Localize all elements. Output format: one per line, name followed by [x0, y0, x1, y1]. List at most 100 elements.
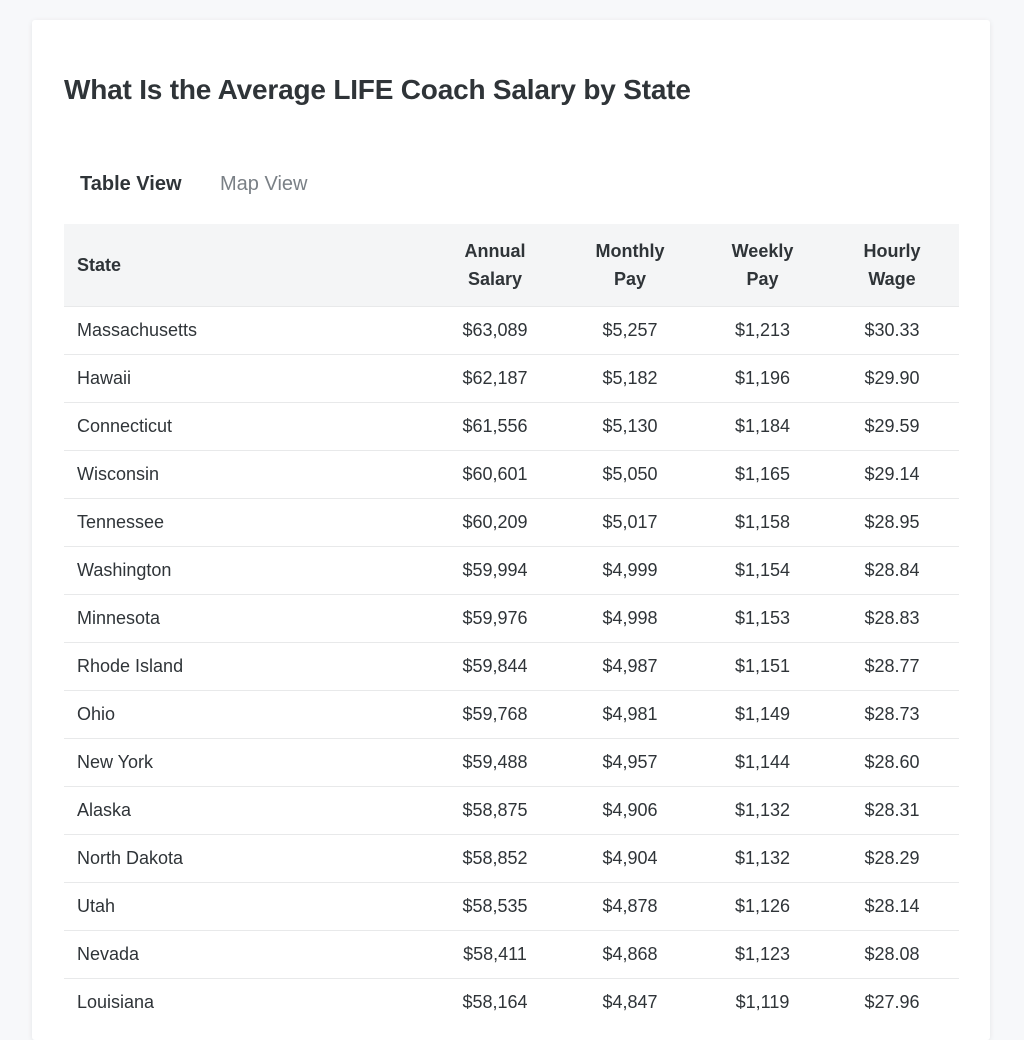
table-header-row: State Annual Salary Monthly Pay Weekly Pay Hour… [64, 224, 959, 307]
cell-weekly-pay: $1,144 [700, 738, 825, 787]
table-row: Utah $58,535 $4,878 $1,126 $28.14 [64, 882, 959, 931]
cell-monthly-pay: $4,847 [560, 978, 700, 1026]
table-row: Connecticut $61,556 $5,130 $1,184 $29.59 [64, 402, 959, 451]
column-header-text: Annual [464, 241, 526, 261]
table-row: Massachusetts $63,089 $5,257 $1,213 $30.33 [64, 306, 959, 355]
cell-hourly-wage: $28.14 [825, 882, 959, 931]
table-row: Nevada $58,411 $4,868 $1,123 $28.08 [64, 930, 959, 979]
cell-monthly-pay: $4,904 [560, 834, 700, 883]
cell-state: New York [64, 738, 430, 787]
column-header-text: Monthly [595, 241, 665, 261]
cell-weekly-pay: $1,119 [700, 978, 825, 1026]
cell-annual-salary: $58,411 [430, 930, 560, 979]
cell-state: Alaska [64, 786, 430, 835]
cell-annual-salary: $60,601 [430, 450, 560, 499]
cell-state: Utah [64, 882, 430, 931]
cell-state: Wisconsin [64, 450, 430, 499]
column-header-text: Salary [467, 269, 523, 289]
cell-monthly-pay: $5,130 [560, 402, 700, 451]
cell-state: Rhode Island [64, 642, 430, 691]
table-row: Rhode Island $59,844 $4,987 $1,151 $28.77 [64, 642, 959, 691]
cell-annual-salary: $59,844 [430, 642, 560, 691]
cell-annual-salary: $58,535 [430, 882, 560, 931]
cell-monthly-pay: $4,981 [560, 690, 700, 739]
cell-monthly-pay: $4,999 [560, 546, 700, 595]
cell-annual-salary: $59,768 [430, 690, 560, 739]
cell-state: Ohio [64, 690, 430, 739]
table-row: Louisiana $58,164 $4,847 $1,119 $27.96 [64, 978, 959, 1026]
cell-hourly-wage: $28.73 [825, 690, 959, 739]
cell-monthly-pay: $5,182 [560, 354, 700, 403]
cell-annual-salary: $58,164 [430, 978, 560, 1026]
salary-table: State Annual Salary Monthly Pay Weekly Pay Hour… [64, 224, 959, 1026]
cell-monthly-pay: $4,998 [560, 594, 700, 643]
column-header-state: State [64, 224, 430, 307]
table-row: Ohio $59,768 $4,981 $1,149 $28.73 [64, 690, 959, 739]
column-header-weekly-pay: Weekly Pay [700, 224, 825, 307]
cell-annual-salary: $59,994 [430, 546, 560, 595]
cell-state: Massachusetts [64, 306, 430, 355]
cell-state: Connecticut [64, 402, 430, 451]
cell-annual-salary: $59,976 [430, 594, 560, 643]
cell-state: Tennessee [64, 498, 430, 547]
cell-state: Hawaii [64, 354, 430, 403]
column-header-text: Hourly [863, 241, 921, 261]
cell-state: Washington [64, 546, 430, 595]
cell-weekly-pay: $1,196 [700, 354, 825, 403]
column-header-text: Wage [868, 269, 916, 289]
table-row: Wisconsin $60,601 $5,050 $1,165 $29.14 [64, 450, 959, 499]
table-row: Washington $59,994 $4,999 $1,154 $28.84 [64, 546, 959, 595]
cell-weekly-pay: $1,149 [700, 690, 825, 739]
cell-weekly-pay: $1,184 [700, 402, 825, 451]
cell-monthly-pay: $4,868 [560, 930, 700, 979]
cell-hourly-wage: $29.90 [825, 354, 959, 403]
view-tabs: Table View Map View [64, 160, 958, 232]
column-header-annual-salary: Annual Salary [430, 224, 560, 307]
cell-hourly-wage: $29.59 [825, 402, 959, 451]
cell-monthly-pay: $5,050 [560, 450, 700, 499]
table-row: North Dakota $58,852 $4,904 $1,132 $28.29 [64, 834, 959, 883]
tab-table-view[interactable]: Table View [80, 173, 182, 195]
table-row: Hawaii $62,187 $5,182 $1,196 $29.90 [64, 354, 959, 403]
cell-hourly-wage: $28.60 [825, 738, 959, 787]
cell-state: Minnesota [64, 594, 430, 643]
cell-weekly-pay: $1,132 [700, 786, 825, 835]
table-row: Alaska $58,875 $4,906 $1,132 $28.31 [64, 786, 959, 835]
cell-hourly-wage: $28.31 [825, 786, 959, 835]
cell-weekly-pay: $1,126 [700, 882, 825, 931]
cell-monthly-pay: $4,906 [560, 786, 700, 835]
cell-weekly-pay: $1,153 [700, 594, 825, 643]
table-row: Minnesota $59,976 $4,998 $1,153 $28.83 [64, 594, 959, 643]
salary-card: What Is the Average LIFE Coach Salary by… [32, 20, 990, 1040]
cell-hourly-wage: $28.95 [825, 498, 959, 547]
cell-monthly-pay: $4,878 [560, 882, 700, 931]
cell-weekly-pay: $1,154 [700, 546, 825, 595]
cell-weekly-pay: $1,132 [700, 834, 825, 883]
cell-annual-salary: $62,187 [430, 354, 560, 403]
column-header-text: State [77, 255, 122, 275]
cell-hourly-wage: $28.83 [825, 594, 959, 643]
table-row: New York $59,488 $4,957 $1,144 $28.60 [64, 738, 959, 787]
tab-map-view[interactable]: Map View [220, 173, 308, 195]
cell-annual-salary: $58,852 [430, 834, 560, 883]
cell-annual-salary: $61,556 [430, 402, 560, 451]
cell-annual-salary: $60,209 [430, 498, 560, 547]
cell-annual-salary: $63,089 [430, 306, 560, 355]
table-row: Tennessee $60,209 $5,017 $1,158 $28.95 [64, 498, 959, 547]
column-header-text: Pay [746, 269, 779, 289]
page-title: What Is the Average LIFE Coach Salary by… [64, 74, 691, 105]
cell-weekly-pay: $1,158 [700, 498, 825, 547]
column-header-hourly-wage: Hourly Wage [825, 224, 959, 307]
cell-weekly-pay: $1,213 [700, 306, 825, 355]
cell-monthly-pay: $5,257 [560, 306, 700, 355]
cell-state: Nevada [64, 930, 430, 979]
cell-hourly-wage: $30.33 [825, 306, 959, 355]
cell-hourly-wage: $29.14 [825, 450, 959, 499]
column-header-monthly-pay: Monthly Pay [560, 224, 700, 307]
cell-hourly-wage: $28.84 [825, 546, 959, 595]
cell-hourly-wage: $28.29 [825, 834, 959, 883]
cell-hourly-wage: $27.96 [825, 978, 959, 1026]
cell-state: Louisiana [64, 978, 430, 1026]
column-header-text: Pay [613, 269, 647, 289]
cell-hourly-wage: $28.08 [825, 930, 959, 979]
